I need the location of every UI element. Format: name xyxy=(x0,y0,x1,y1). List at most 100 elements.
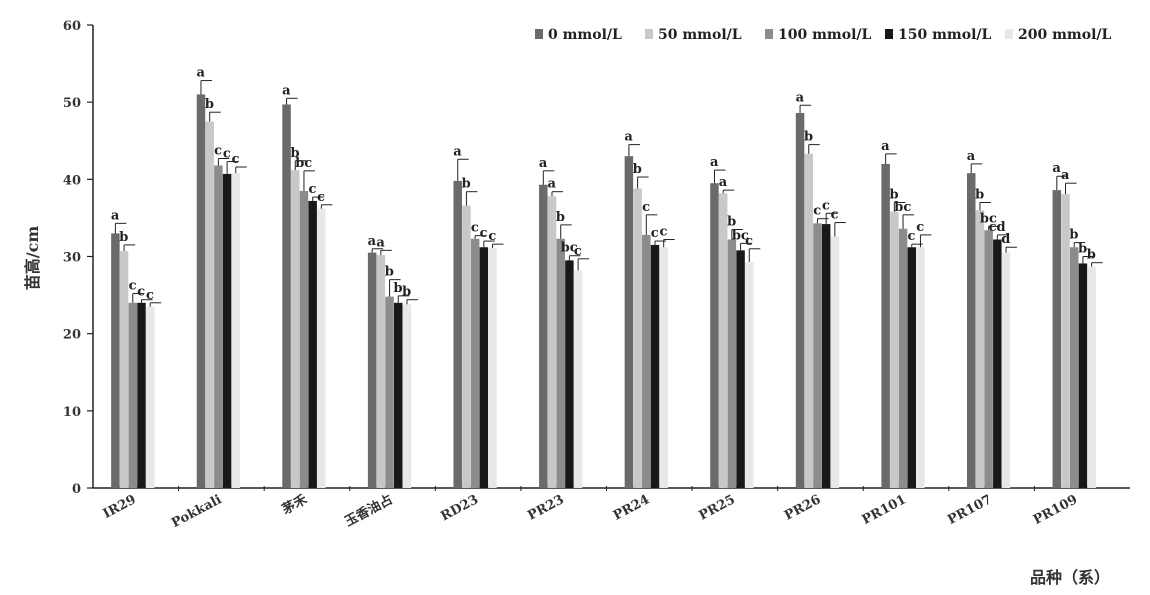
x-tick-label: 玉香油占 xyxy=(342,491,395,530)
y-tick-label: 50 xyxy=(63,96,81,111)
significance-label: a xyxy=(453,144,462,159)
bar xyxy=(111,233,120,488)
bar xyxy=(488,248,497,488)
significance-label: a xyxy=(881,139,890,154)
bar xyxy=(898,228,908,488)
significance-label: c xyxy=(916,220,924,235)
significance-label: c xyxy=(642,200,650,215)
legend-swatch xyxy=(1005,29,1013,39)
x-tick-label: 茅禾 xyxy=(279,491,310,518)
bar xyxy=(556,238,565,488)
x-tick-label: PR23 xyxy=(525,492,566,523)
x-tick-label: PR26 xyxy=(782,492,823,523)
bar xyxy=(222,173,232,488)
bar xyxy=(1001,252,1011,488)
bar xyxy=(718,193,728,488)
significance-label: b xyxy=(1087,248,1096,263)
x-tick-label: PR24 xyxy=(611,492,652,523)
bar-group: a abb b xyxy=(1052,161,1103,489)
significance-label: c xyxy=(822,198,830,213)
significance-label: bc xyxy=(732,228,749,243)
bar xyxy=(308,200,317,488)
x-tick-label: PR109 xyxy=(1031,492,1080,528)
significance-label: b xyxy=(290,146,299,161)
x-tick-label: RD23 xyxy=(438,492,481,524)
y-tick-label: 10 xyxy=(63,405,81,420)
bar xyxy=(821,224,831,488)
significance-label: c xyxy=(214,143,222,158)
bar xyxy=(830,236,840,488)
significance-label: d xyxy=(1001,232,1010,247)
significance-label: b xyxy=(205,97,214,112)
significance-label: a xyxy=(282,83,291,98)
bar xyxy=(402,304,412,488)
x-tick-label: PR101 xyxy=(860,492,909,528)
bar xyxy=(1052,190,1062,489)
bar xyxy=(650,244,660,488)
bar xyxy=(214,165,223,488)
bar xyxy=(376,254,386,488)
legend-label: 0 mmol/L xyxy=(548,27,622,43)
significance-label: c xyxy=(574,244,582,259)
bar xyxy=(299,190,309,489)
significance-label: bc xyxy=(561,241,578,256)
bar xyxy=(453,180,462,489)
significance-label: c xyxy=(488,229,496,244)
significance-label: b xyxy=(1078,242,1087,257)
y-tick-label: 60 xyxy=(63,19,81,34)
significance-label: a xyxy=(624,130,633,145)
legend-item: 50 mmol/L xyxy=(645,27,742,43)
bar-group: a abb b xyxy=(368,234,418,488)
bar xyxy=(710,183,719,489)
significance-label: a xyxy=(1052,161,1061,176)
bar xyxy=(282,104,291,489)
bar xyxy=(291,170,300,488)
significance-label: c xyxy=(137,285,145,300)
bar xyxy=(367,252,377,488)
legend-label: 50 mmol/L xyxy=(658,27,742,43)
bar xyxy=(1061,193,1070,488)
y-tick-label: 30 xyxy=(63,251,81,266)
significance-label: b xyxy=(633,162,642,177)
bar xyxy=(145,306,155,488)
y-tick-label: 20 xyxy=(63,328,81,343)
bar xyxy=(907,247,916,488)
bar xyxy=(795,112,805,488)
bar xyxy=(642,234,651,488)
bar xyxy=(573,270,583,488)
bar xyxy=(633,188,642,489)
y-axis-title: 苗高/cm xyxy=(23,226,42,291)
legend-item: 200 mmol/L xyxy=(1005,27,1111,43)
bar xyxy=(1069,247,1079,488)
significance-label: c xyxy=(651,226,659,241)
significance-label: b xyxy=(119,230,128,245)
bar xyxy=(462,205,471,488)
bar xyxy=(205,121,214,488)
bar xyxy=(727,239,737,488)
bar xyxy=(984,230,993,488)
significance-label: a xyxy=(967,149,976,164)
significance-label: a xyxy=(796,90,805,105)
significance-label: c xyxy=(813,204,821,219)
bar xyxy=(813,223,822,488)
significance-label: a xyxy=(1061,168,1070,183)
y-tick-label: 40 xyxy=(63,173,81,188)
bar xyxy=(470,238,480,488)
significance-label: c xyxy=(317,190,325,205)
legend-swatch xyxy=(535,29,543,39)
significance-label: bc xyxy=(980,211,997,226)
bar xyxy=(119,251,129,488)
x-axis-title: 品种（系） xyxy=(1030,568,1110,587)
significance-label: c xyxy=(745,234,753,249)
bar xyxy=(393,302,403,488)
x-tick-label: PR107 xyxy=(945,492,994,528)
significance-label: c xyxy=(308,182,316,197)
bar xyxy=(137,302,146,488)
